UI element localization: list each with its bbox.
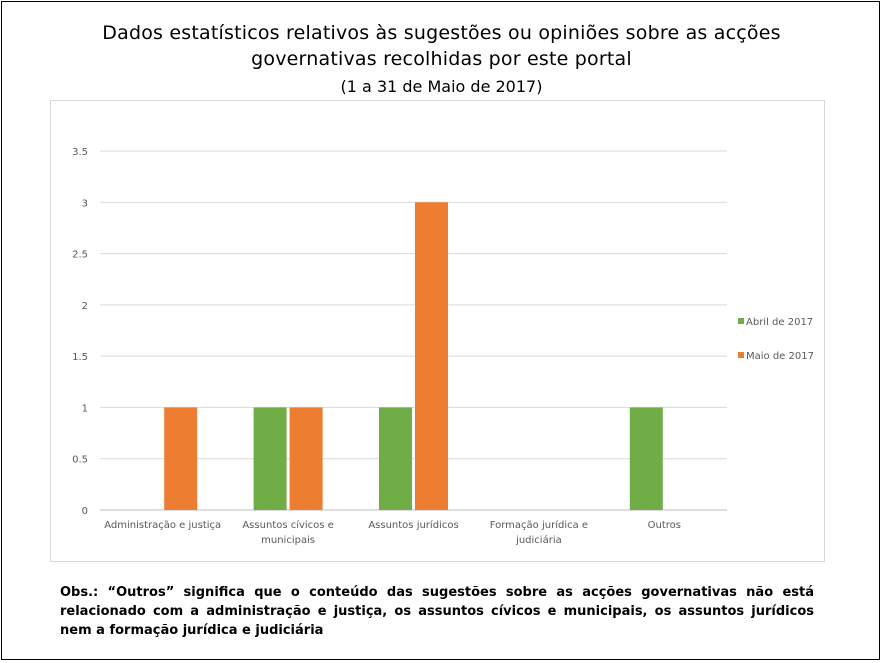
x-tick-label: Assuntos cívicos e municipais — [242, 519, 334, 546]
legend-label: Abril de 2017 — [746, 317, 813, 328]
x-tick-label: Assuntos jurídicos — [368, 519, 458, 531]
legend-label: Maio de 2017 — [746, 351, 814, 362]
y-tick-label: 2 — [82, 301, 88, 312]
y-tick-label: 1 — [82, 403, 88, 414]
y-tick-label: 3 — [82, 198, 88, 209]
bar — [289, 407, 323, 510]
bar-chart: 0 0.5 1 1.5 2 2.5 3 3.5 Administração e justiça A… — [72, 147, 814, 546]
chart-title: Dados estatísticos relativos às sugestõe… — [0, 20, 883, 72]
bar — [253, 407, 287, 510]
bar — [629, 407, 663, 510]
chart-title-line-2: governativas recolhidas por este portal — [251, 48, 632, 70]
x-tick-label: Administração e justiça — [104, 520, 221, 531]
chart-title-line-1: Dados estatísticos relativos às sugestõe… — [102, 22, 781, 44]
bar — [164, 407, 198, 510]
bar — [415, 202, 448, 510]
x-tick-label: Formação jurídica e judiciária — [490, 519, 588, 546]
bar — [379, 407, 412, 510]
x-tick-label: Outros — [648, 520, 681, 531]
chart-subtitle: (1 a 31 de Maio de 2017) — [340, 77, 543, 96]
y-tick-label: 0.5 — [72, 455, 88, 466]
footnote: Obs.: “Outros” significa que o conteúdo … — [60, 585, 814, 638]
legend-swatch — [738, 352, 744, 358]
y-tick-label: 1.5 — [72, 352, 88, 363]
legend-swatch — [738, 318, 744, 324]
y-tick-label: 3.5 — [72, 147, 88, 158]
y-tick-label: 2.5 — [72, 250, 88, 261]
y-tick-label: 0 — [82, 506, 88, 517]
